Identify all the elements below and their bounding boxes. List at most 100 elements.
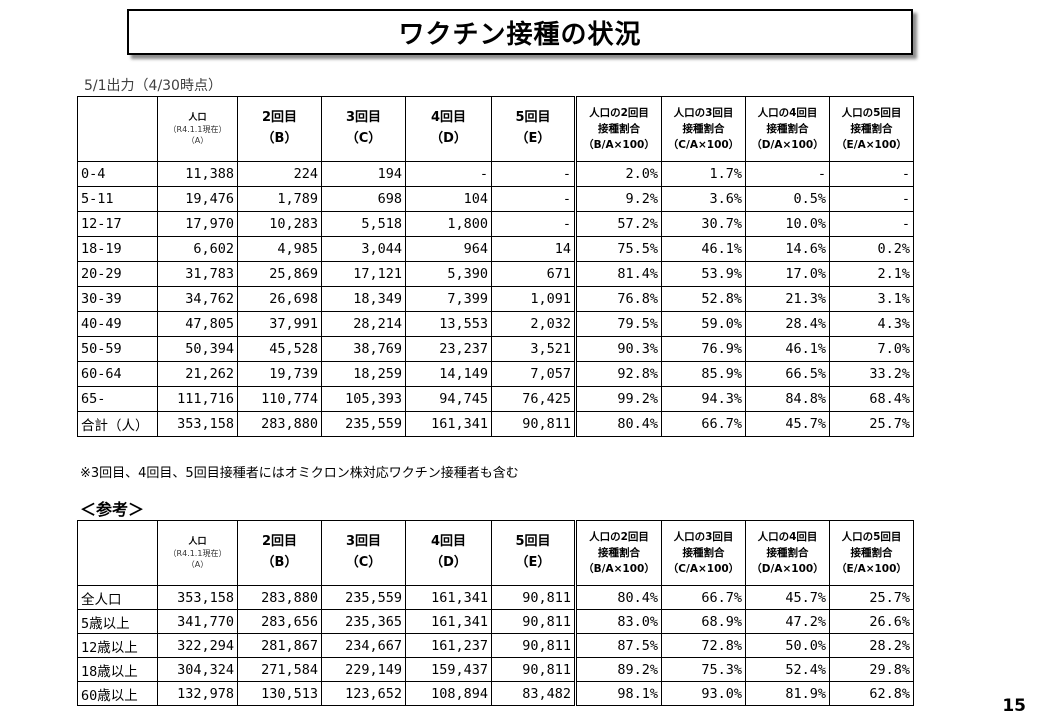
as-of-date: 5/1出力（4/30時点） bbox=[84, 78, 222, 94]
header-dose-code: （D） bbox=[430, 555, 467, 570]
table-cell: 92.8% bbox=[574, 361, 662, 387]
table-row: 18歳以上 304,324 271,584 229,149 159,437 90,811 8… bbox=[77, 657, 914, 682]
table-cell: 671 bbox=[491, 261, 576, 287]
table-cell: 90,811 bbox=[491, 609, 576, 634]
row-label: 12歳以上 bbox=[77, 633, 158, 658]
table-cell: 94.3% bbox=[661, 386, 746, 412]
header-rate-line: 接種割合 bbox=[850, 547, 893, 559]
table-cell: - bbox=[745, 161, 830, 187]
table-row: 65- 111,716 110,774 105,393 94,745 76,425 99.2… bbox=[77, 386, 914, 412]
table-cell: 3.6% bbox=[661, 186, 746, 212]
table-cell: 6,602 bbox=[157, 236, 238, 262]
table-cell: 110,774 bbox=[237, 386, 322, 412]
table-cell: 45.7% bbox=[745, 585, 830, 610]
reference-heading: ＜参考＞ bbox=[80, 500, 145, 519]
row-label: 65- bbox=[77, 386, 158, 412]
row-label: 30-39 bbox=[77, 286, 158, 312]
table-row: 30-39 34,762 26,698 18,349 7,399 1,091 76.8% 52… bbox=[77, 286, 914, 312]
row-label: 合計（人） bbox=[77, 411, 158, 437]
table-cell: - bbox=[491, 186, 576, 212]
table-row: 40-49 47,805 37,991 28,214 13,553 2,032 79.5% 5… bbox=[77, 311, 914, 337]
table-cell: 698 bbox=[321, 186, 406, 212]
table-cell: 52.4% bbox=[745, 657, 830, 682]
header-blank bbox=[77, 96, 158, 162]
header-rate-4: 人口の4回目 接種割合 （D/A×100） bbox=[745, 520, 830, 586]
table-cell: 85.9% bbox=[661, 361, 746, 387]
row-label: 20-29 bbox=[77, 261, 158, 287]
table-cell: 87.5% bbox=[574, 633, 662, 658]
table-cell: 130,513 bbox=[237, 681, 322, 706]
table-cell: 45.7% bbox=[745, 411, 830, 437]
header-population-line: （R4.1.1現在） bbox=[168, 125, 227, 134]
header-dose-code: （D） bbox=[430, 131, 467, 146]
header-rate-line: （B/A×100） bbox=[583, 139, 655, 151]
table-row: 5歳以上 341,770 283,656 235,365 161,341 90,811 83… bbox=[77, 609, 914, 634]
table-cell: 105,393 bbox=[321, 386, 406, 412]
header-rate-line: 人口の4回目 bbox=[757, 107, 818, 119]
header-rate-line: 人口の3回目 bbox=[673, 531, 734, 543]
table-cell: 31,783 bbox=[157, 261, 238, 287]
table-cell: 66.7% bbox=[661, 585, 746, 610]
row-label: 18歳以上 bbox=[77, 657, 158, 682]
header-rate-line: 接種割合 bbox=[598, 123, 640, 135]
table-cell: 30.7% bbox=[661, 211, 746, 237]
table-cell: 1.7% bbox=[661, 161, 746, 187]
table-cell: - bbox=[829, 211, 914, 237]
header-dose-label: 4回目 bbox=[430, 534, 467, 549]
table-row: 20-29 31,783 25,869 17,121 5,390 671 81.4% 53.9… bbox=[77, 261, 914, 287]
header-dose-code: （B） bbox=[261, 555, 298, 570]
table-cell: 18,259 bbox=[321, 361, 406, 387]
table-cell: 59.0% bbox=[661, 311, 746, 337]
table-cell: 53.9% bbox=[661, 261, 746, 287]
table-cell: - bbox=[491, 211, 576, 237]
header-rate-line: （E/A×100） bbox=[836, 139, 907, 151]
header-rate-5: 人口の5回目 接種割合 （E/A×100） bbox=[829, 520, 914, 586]
header-rate-line: 人口の4回目 bbox=[757, 531, 818, 543]
table-cell: 353,158 bbox=[157, 585, 238, 610]
header-population-line: 人口 bbox=[188, 113, 207, 123]
header-dose-code: （E） bbox=[515, 555, 551, 570]
header-rate-3: 人口の3回目 接種割合 （C/A×100） bbox=[661, 96, 746, 162]
table-cell: 1,789 bbox=[237, 186, 322, 212]
header-dose-code: （C） bbox=[345, 555, 382, 570]
table-cell: - bbox=[829, 186, 914, 212]
table-cell: 81.4% bbox=[574, 261, 662, 287]
table-cell: 34,762 bbox=[157, 286, 238, 312]
header-dose-label: 3回目 bbox=[345, 534, 382, 549]
header-rate-line: 人口の3回目 bbox=[673, 107, 734, 119]
table-row: 12-17 17,970 10,283 5,518 1,800-57.2% 30.7% 10… bbox=[77, 211, 914, 237]
table-cell: - bbox=[405, 161, 492, 187]
table-cell: 94,745 bbox=[405, 386, 492, 412]
header-dose-code: （C） bbox=[345, 131, 382, 146]
table-cell: 25,869 bbox=[237, 261, 322, 287]
header-rate-line: 接種割合 bbox=[682, 123, 725, 135]
table-cell: 93.0% bbox=[661, 681, 746, 706]
table-cell: 161,341 bbox=[405, 609, 492, 634]
table-cell: 47,805 bbox=[157, 311, 238, 337]
page-number: 15 bbox=[1002, 696, 1026, 716]
table-cell: 2,032 bbox=[491, 311, 576, 337]
table-cell: 50.0% bbox=[745, 633, 830, 658]
table-cell: 19,739 bbox=[237, 361, 322, 387]
table-cell: 283,880 bbox=[237, 411, 322, 437]
table-cell: 0.5% bbox=[745, 186, 830, 212]
table-cell: 79.5% bbox=[574, 311, 662, 337]
table-row: 50-59 50,394 45,528 38,769 23,237 3,521 90.3% 7… bbox=[77, 336, 914, 362]
header-population-line: （A） bbox=[186, 136, 209, 145]
table-cell: 123,652 bbox=[321, 681, 406, 706]
row-label: 全人口 bbox=[77, 585, 158, 610]
table-row: 18-19 6,602 4,985 3,044 964 14 75.5% 46.1% 14.6%… bbox=[77, 236, 914, 262]
table-cell: 17.0% bbox=[745, 261, 830, 287]
table-cell: 17,970 bbox=[157, 211, 238, 237]
header-rate-line: （E/A×100） bbox=[836, 563, 907, 575]
table-cell: 90.3% bbox=[574, 336, 662, 362]
table-cell: 229,149 bbox=[321, 657, 406, 682]
header-population: 人口 （R4.1.1現在） （A） bbox=[157, 520, 238, 586]
table-cell: 283,880 bbox=[237, 585, 322, 610]
table-cell: 161,237 bbox=[405, 633, 492, 658]
row-label: 5-11 bbox=[77, 186, 158, 212]
table-cell: 111,716 bbox=[157, 386, 238, 412]
header-row: 人口 （R4.1.1現在） （A） 2回目 （B） 3回目 （C） 4回目 （D） 5回目 （E） 人… bbox=[77, 96, 914, 162]
header-rate-line: 接種割合 bbox=[682, 547, 725, 559]
page-title: ワクチン接種の状況 bbox=[127, 9, 913, 55]
